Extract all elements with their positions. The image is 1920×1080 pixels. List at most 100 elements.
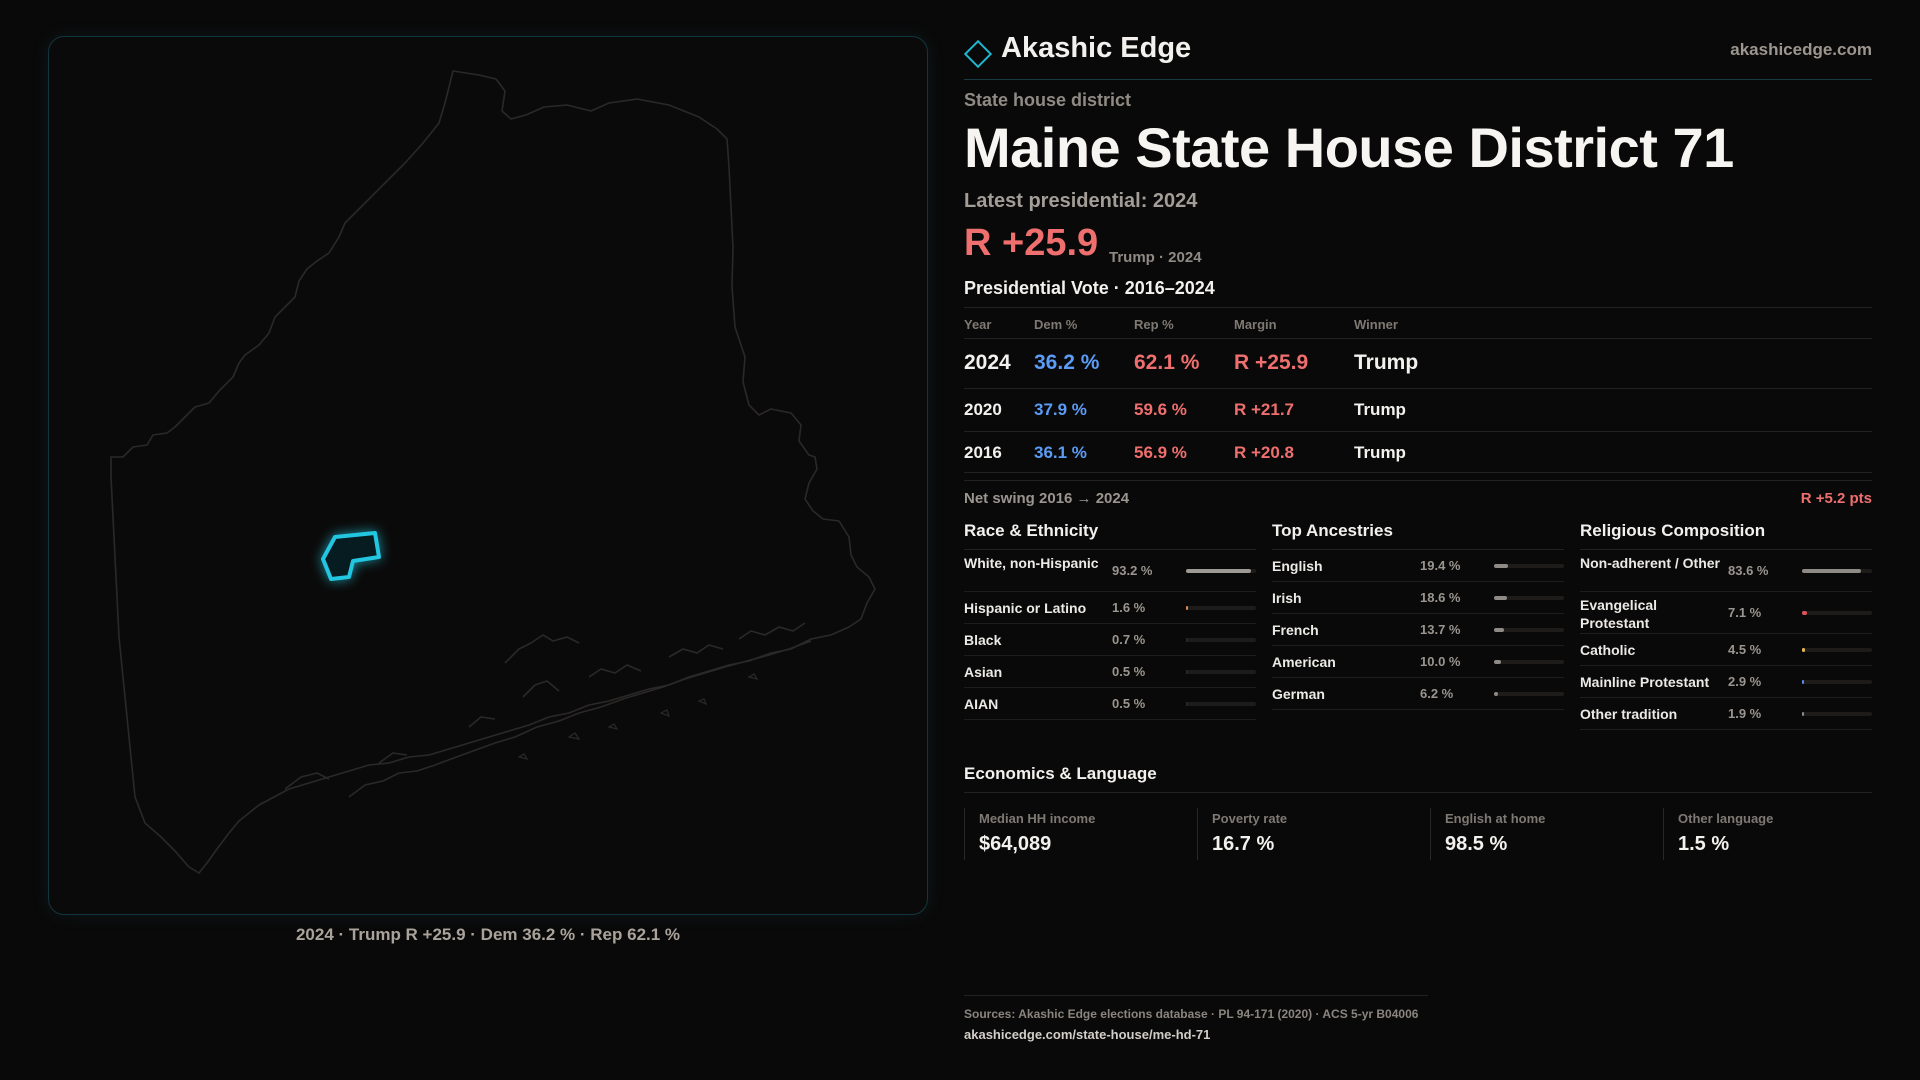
item-value: 10.0 %: [1420, 654, 1461, 669]
item-label: Other tradition: [1580, 706, 1678, 722]
cell-rep: 62.1 %: [1134, 351, 1200, 374]
list-item: German 6.2 %: [1272, 678, 1564, 710]
table-header-row: Year Dem % Rep % Margin Winner: [964, 307, 1872, 339]
item-bar-track: [1494, 564, 1564, 568]
item-bar: [1494, 660, 1501, 664]
item-bar: [1186, 638, 1188, 642]
item-bar: [1802, 569, 1861, 573]
table-row: 2024 36.2 % 62.1 % R +25.9 Trump: [964, 339, 1872, 389]
cell-winner: Trump: [1354, 400, 1406, 419]
item-label: English: [1272, 558, 1323, 574]
cell-dem: 37.9 %: [1034, 400, 1087, 419]
table-row: 2016 36.1 % 56.9 % R +20.8 Trump: [964, 432, 1872, 473]
list-item: Other tradition 1.9 %: [1580, 698, 1872, 730]
item-bar: [1494, 692, 1498, 696]
col-header-year: Year: [964, 317, 992, 332]
item-bar-track: [1802, 648, 1872, 652]
item-bar-track: [1802, 611, 1872, 615]
list-item: French 13.7 %: [1272, 614, 1564, 646]
item-label: German: [1272, 686, 1325, 702]
item-bar: [1494, 596, 1507, 600]
list-item: Catholic 4.5 %: [1580, 634, 1872, 666]
item-value: 1.9 %: [1728, 706, 1762, 721]
district-kicker: State house district: [964, 90, 1132, 110]
item-bar-track: [1802, 569, 1872, 573]
item-value: 93.2 %: [1112, 563, 1153, 578]
cell-dem: 36.2 %: [1034, 351, 1100, 374]
map-caption: 2024 · Trump R +25.9 · Dem 36.2 % · Rep …: [295, 925, 681, 944]
item-bar: [1802, 611, 1807, 615]
details-panel: Akashic Edge akashicedge.com State house…: [963, 0, 1872, 1080]
cell-margin: R +20.8: [1234, 443, 1295, 462]
col-header-rep: Rep %: [1134, 317, 1174, 332]
col-header-margin: Margin: [1234, 317, 1277, 332]
brand-name[interactable]: Akashic Edge: [1001, 32, 1192, 64]
item-value: 18.6 %: [1420, 590, 1461, 605]
list-item: AIAN 0.5 %: [964, 688, 1256, 720]
religion-section: Religious Composition Non-adherent / Oth…: [1580, 520, 1872, 730]
economics-title: Economics & Language: [964, 763, 1872, 793]
ancestries-section: Top Ancestries English 19.4 % Irish 18.6…: [1272, 520, 1564, 710]
item-label: Catholic: [1580, 642, 1636, 658]
item-bar-track: [1494, 596, 1564, 600]
item-bar-track: [1186, 638, 1256, 642]
item-value: 2.9 %: [1728, 674, 1762, 689]
district-highlight: [321, 531, 381, 581]
item-bar-track: [1494, 660, 1564, 664]
item-bar: [1494, 564, 1508, 568]
presidential-vote-title: Presidential Vote · 2016–2024: [964, 278, 1215, 298]
list-item: English 19.4 %: [1272, 550, 1564, 582]
source-url-link[interactable]: akashicedge.com/state-house/me-hd-71: [964, 1027, 1211, 1042]
brand-url-link[interactable]: akashicedge.com: [1730, 40, 1872, 59]
item-value: 0.7 %: [1112, 632, 1146, 647]
stat-english-at-home: English at home 98.5 %: [1430, 808, 1657, 860]
item-value: 7.1 %: [1728, 605, 1762, 620]
item-bar: [1186, 606, 1188, 610]
state-map[interactable]: [49, 37, 928, 915]
item-label: Hispanic or Latino: [964, 600, 1087, 616]
cell-winner: Trump: [1354, 351, 1419, 374]
cell-rep: 56.9 %: [1134, 443, 1187, 462]
stat-other-language: Other language 1.5 %: [1663, 808, 1890, 860]
cell-dem: 36.1 %: [1034, 443, 1087, 462]
item-label: Black: [964, 632, 1002, 648]
stat-poverty-rate: Poverty rate 16.7 %: [1197, 808, 1424, 860]
item-value: 1.6 %: [1112, 600, 1146, 615]
list-item: Asian 0.5 %: [964, 656, 1256, 688]
map-panel[interactable]: [48, 36, 928, 915]
list-item: American 10.0 %: [1272, 646, 1564, 678]
cell-year: 2020: [964, 400, 1002, 419]
item-bar: [1186, 702, 1188, 706]
stat-label: English at home: [1445, 811, 1546, 826]
item-value: 83.6 %: [1728, 563, 1769, 578]
sources-text: Sources: Akashic Edge elections database…: [964, 1007, 1419, 1021]
item-bar-track: [1186, 606, 1256, 610]
item-bar: [1802, 680, 1804, 684]
cell-margin: R +21.7: [1234, 400, 1295, 419]
item-label: White, non-Hispanic: [964, 555, 1099, 571]
item-bar: [1494, 628, 1504, 632]
item-bar-track: [1186, 670, 1256, 674]
presidential-vote-table: Year Dem % Rep % Margin Winner 2024 36.2…: [964, 307, 1872, 473]
list-item: White, non-Hispanic 93.2 %: [964, 550, 1256, 592]
col-header-winner: Winner: [1354, 317, 1398, 332]
net-swing-label: Net swing 2016 → 2024: [964, 490, 1130, 507]
item-bar-track: [1802, 712, 1872, 716]
list-item: Black 0.7 %: [964, 624, 1256, 656]
item-label: French: [1272, 622, 1319, 638]
stat-median-income: Median HH income $64,089: [964, 808, 1191, 860]
item-label: American: [1272, 654, 1336, 670]
item-label: Irish: [1272, 590, 1302, 606]
item-bar: [1802, 648, 1805, 652]
item-label: Non-adherent / Other: [1580, 555, 1721, 571]
item-value: 0.5 %: [1112, 696, 1146, 711]
cell-rep: 59.6 %: [1134, 400, 1187, 419]
item-bar-track: [1186, 569, 1256, 573]
religion-title: Religious Composition: [1580, 520, 1872, 550]
stat-label: Median HH income: [979, 811, 1096, 826]
diamond-logo-icon: [963, 39, 993, 69]
item-label: Evangelical Protestant: [1580, 597, 1658, 631]
headline-margin: R +25.9: [964, 222, 1099, 264]
state-outline: [110, 70, 876, 874]
item-value: 0.5 %: [1112, 664, 1146, 679]
